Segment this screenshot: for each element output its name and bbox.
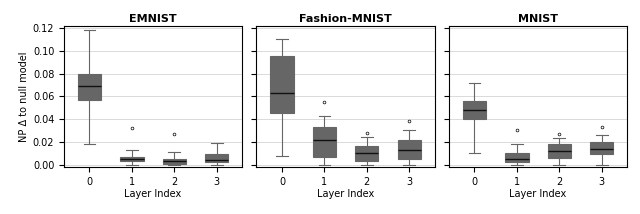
PathPatch shape: [78, 74, 101, 100]
PathPatch shape: [270, 56, 294, 113]
PathPatch shape: [205, 154, 228, 162]
Title: MNIST: MNIST: [518, 13, 558, 24]
PathPatch shape: [505, 153, 529, 162]
Y-axis label: NP Δ to null model: NP Δ to null model: [19, 51, 29, 141]
PathPatch shape: [397, 140, 421, 159]
X-axis label: Layer Index: Layer Index: [125, 189, 182, 199]
PathPatch shape: [313, 127, 336, 157]
PathPatch shape: [590, 142, 613, 154]
Title: EMNIST: EMNIST: [129, 13, 177, 24]
X-axis label: Layer Index: Layer Index: [509, 189, 566, 199]
PathPatch shape: [463, 101, 486, 119]
PathPatch shape: [548, 144, 571, 158]
PathPatch shape: [163, 159, 186, 163]
PathPatch shape: [355, 146, 378, 161]
X-axis label: Layer Index: Layer Index: [317, 189, 374, 199]
PathPatch shape: [120, 157, 143, 161]
Title: Fashion-MNIST: Fashion-MNIST: [300, 13, 392, 24]
